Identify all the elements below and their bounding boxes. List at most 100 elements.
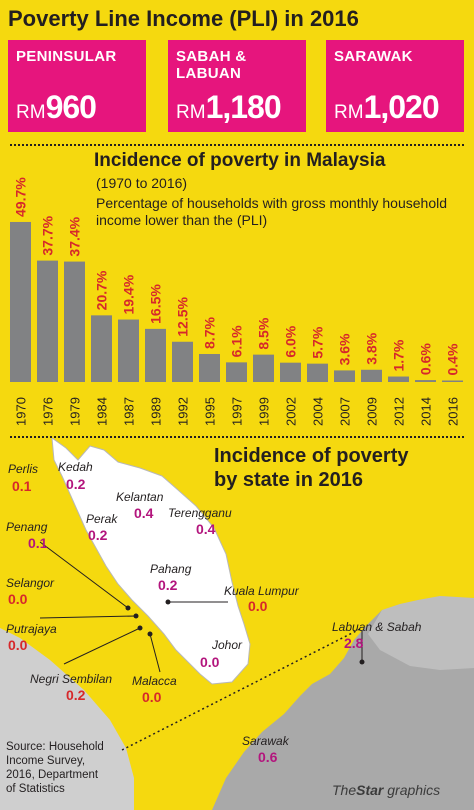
dot-malacca xyxy=(147,631,153,637)
state-name-penang: Penang xyxy=(6,520,48,534)
chart-description: Percentage of households with gross mont… xyxy=(96,195,466,229)
bar-1987 xyxy=(118,319,139,382)
state-value-kelantan: 0.4 xyxy=(134,505,154,521)
data-label-1970: 49.7% xyxy=(13,177,29,217)
bar-2007 xyxy=(334,370,355,382)
state-name-perlis: Perlis xyxy=(8,462,39,476)
bar-1989 xyxy=(145,328,166,382)
divider xyxy=(10,436,464,438)
chart-description-line1: Percentage of households with gross mont… xyxy=(96,195,447,211)
bar-1976 xyxy=(37,260,58,382)
year-label-2002: 2002 xyxy=(284,397,299,426)
bar-2002 xyxy=(280,362,301,382)
data-label-2016: 0.4% xyxy=(445,343,461,375)
brand-graphics: graphics xyxy=(387,782,441,798)
state-name-kedah: Kedah xyxy=(58,460,93,474)
pli-box-sabah-labuan: SABAH & LABUAN RM1,180 xyxy=(168,40,306,132)
year-label-1979: 1979 xyxy=(68,397,83,426)
pli-currency: RM xyxy=(16,102,46,123)
year-label-1997: 1997 xyxy=(230,397,245,426)
bar-2012 xyxy=(388,376,409,382)
data-label-1979: 37.4% xyxy=(67,216,83,256)
state-value-putrajaya: 0.0 xyxy=(8,637,28,653)
data-label-1987: 19.4% xyxy=(121,274,137,314)
bar-2004 xyxy=(307,363,328,382)
data-label-2014: 0.6% xyxy=(418,343,434,375)
pli-box-name-line1: SABAH & xyxy=(176,48,247,65)
leader-malacca xyxy=(149,633,161,673)
year-label-1989: 1989 xyxy=(149,397,164,426)
source-line1: Source: Household xyxy=(6,741,104,753)
data-label-2007: 3.6% xyxy=(337,333,353,365)
data-label-1989: 16.5% xyxy=(148,284,164,324)
chart-years: (1970 to 2016) xyxy=(96,175,188,191)
peninsular-malaysia-shape xyxy=(51,438,251,685)
state-value-perlis: 0.1 xyxy=(12,478,32,494)
data-label-2002: 6.0% xyxy=(283,325,299,357)
dot-labuan xyxy=(359,659,365,665)
state-name-labuan-sabah: Labuan & Sabah xyxy=(332,620,422,634)
state-value-selangor: 0.0 xyxy=(8,591,28,607)
state-name-kuala-lumpur: Kuala Lumpur xyxy=(224,584,299,598)
state-name-sarawak: Sarawak xyxy=(242,734,289,748)
poverty-bar-chart: 49.7% 1970 37.7% 1976 37.4% 1979 20.7% 1984 19.4… xyxy=(10,177,463,426)
pli-currency: RM xyxy=(334,102,364,123)
chart-description-line2: income lower than the (PLI) xyxy=(96,212,268,228)
year-label-1976: 1976 xyxy=(41,397,56,426)
dot-selangor xyxy=(125,605,131,611)
pli-box-value: RM1,180 xyxy=(176,89,282,126)
data-label-2009: 3.8% xyxy=(364,332,380,364)
pli-box-name: SABAH & LABUAN xyxy=(176,48,246,82)
bar-1984 xyxy=(91,315,112,382)
year-label-1999: 1999 xyxy=(257,397,272,426)
data-label-1992: 12.5% xyxy=(175,297,191,337)
state-value-terengganu: 0.4 xyxy=(196,521,216,537)
state-value-penang: 0.1 xyxy=(28,535,48,551)
year-label-1987: 1987 xyxy=(122,397,137,426)
data-label-1976: 37.7% xyxy=(40,215,56,255)
bar-2009 xyxy=(361,369,382,382)
state-name-terengganu: Terengganu xyxy=(168,506,232,520)
year-label-2007: 2007 xyxy=(338,397,353,426)
state-value-sarawak: 0.6 xyxy=(258,749,278,765)
divider xyxy=(10,144,464,146)
bar-1997 xyxy=(226,362,247,382)
bar-1999 xyxy=(253,354,274,382)
pli-amount: 1,020 xyxy=(363,89,440,125)
pli-box-value: RM960 xyxy=(16,89,97,126)
year-label-2004: 2004 xyxy=(311,397,326,426)
pli-amount: 1,180 xyxy=(205,89,282,125)
data-label-1999: 8.5% xyxy=(256,317,272,349)
bar-1992 xyxy=(172,341,193,382)
pli-box-name-line1: SARAWAK xyxy=(334,48,413,65)
state-value-negri-sembilan: 0.2 xyxy=(66,687,86,703)
data-label-2004: 5.7% xyxy=(310,326,326,358)
state-name-putrajaya: Putrajaya xyxy=(6,622,57,636)
pli-title: Poverty Line Income (PLI) in 2016 xyxy=(8,6,359,31)
state-name-kelantan: Kelantan xyxy=(116,490,164,504)
map-title-line1: Incidence of poverty xyxy=(214,445,409,467)
source-line2: Income Survey, xyxy=(6,755,86,767)
state-value-kedah: 0.2 xyxy=(66,476,86,492)
source-line4: of Statistics xyxy=(6,783,65,795)
year-label-2014: 2014 xyxy=(419,397,434,426)
bar-2014 xyxy=(415,380,436,382)
pli-box-name-line1: PENINSULAR xyxy=(16,48,117,65)
bar-1995 xyxy=(199,353,220,382)
pli-currency: RM xyxy=(176,102,206,123)
state-name-perak: Perak xyxy=(86,512,118,526)
year-label-1995: 1995 xyxy=(203,397,218,426)
malaysia-map xyxy=(0,438,474,810)
pli-box-peninsular: PENINSULAR RM960 xyxy=(8,40,146,132)
leader-putrajaya xyxy=(39,615,137,619)
state-value-perak: 0.2 xyxy=(88,527,108,543)
pli-box-name: SARAWAK xyxy=(334,48,413,65)
state-name-malacca: Malacca xyxy=(132,674,177,688)
year-label-1970: 1970 xyxy=(14,397,29,426)
chart-title: Incidence of poverty in Malaysia xyxy=(94,150,386,171)
leader-selangor xyxy=(39,541,129,609)
brand-star: Star xyxy=(356,782,384,798)
sumatra-shape xyxy=(0,628,134,810)
bar-2016 xyxy=(442,380,463,382)
state-value-kuala-lumpur: 0.0 xyxy=(248,598,268,614)
